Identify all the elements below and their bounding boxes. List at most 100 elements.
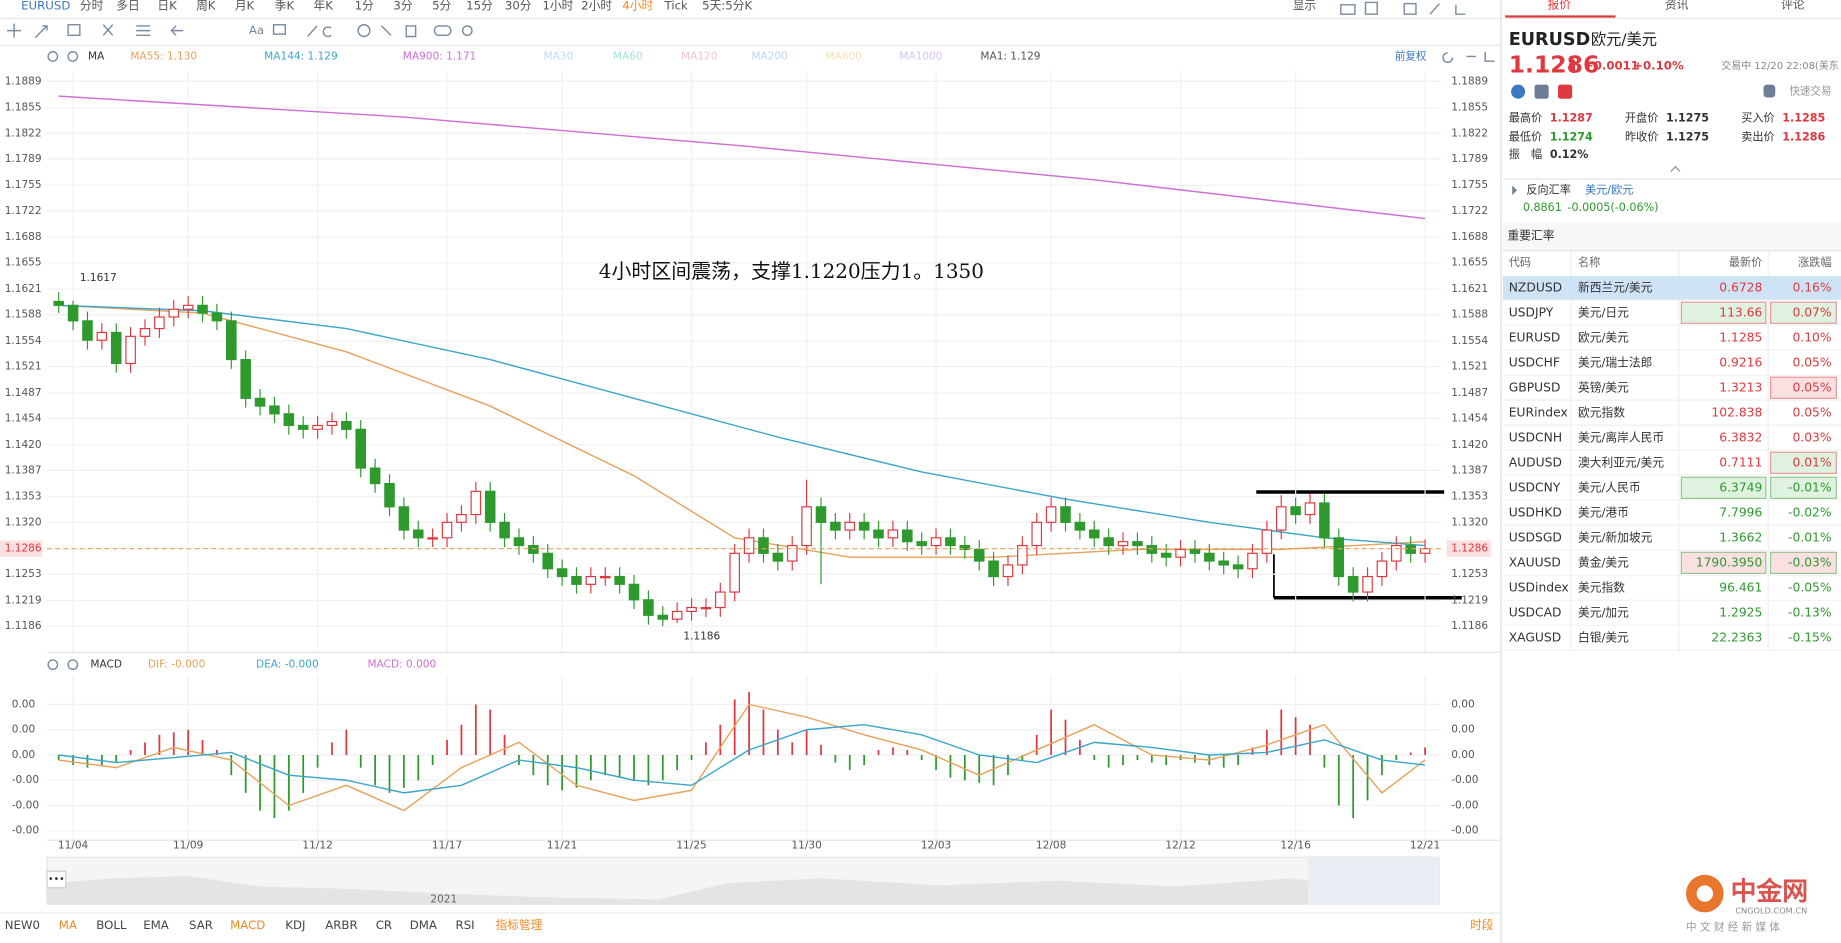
- period-tab[interactable]: 5天:5分K: [702, 0, 752, 12]
- icon-alert[interactable]: [1763, 84, 1776, 98]
- rate-code[interactable]: USDCNY: [1509, 480, 1561, 494]
- indicator-tab[interactable]: EMA: [143, 918, 169, 932]
- rate-pct: -0.13%: [1788, 605, 1832, 619]
- icon-favorite[interactable]: [1558, 84, 1573, 99]
- rate-price: 6.3832: [1719, 430, 1762, 444]
- period-tab[interactable]: 日K: [157, 0, 177, 12]
- line-tool[interactable]: [34, 25, 48, 39]
- candle-body: [1060, 506, 1071, 523]
- reverse-pair[interactable]: 美元/欧元: [1585, 183, 1633, 196]
- rate-code[interactable]: USDCNH: [1509, 430, 1562, 444]
- rate-name[interactable]: 美元/离岸人民币: [1578, 430, 1664, 444]
- rate-code[interactable]: NZDUSD: [1509, 280, 1562, 294]
- rate-name[interactable]: 新西兰元/美元: [1578, 280, 1653, 294]
- arrow-tool[interactable]: [170, 25, 184, 36]
- period-tab[interactable]: 5分: [432, 0, 451, 12]
- logo-slogan: 中 文 财 经 新 媒 体: [1686, 921, 1780, 934]
- macd-settings[interactable]: [47, 659, 59, 671]
- rate-code[interactable]: XAUUSD: [1509, 555, 1561, 569]
- period-tab[interactable]: 分时: [80, 0, 104, 12]
- quote-tab[interactable]: 报价: [1547, 0, 1571, 11]
- rate-name[interactable]: 美元指数: [1578, 580, 1625, 594]
- period-tab[interactable]: 年K: [313, 0, 333, 12]
- session[interactable]: 时段: [1470, 918, 1494, 932]
- adjust-mode[interactable]: 前复权: [1395, 49, 1427, 62]
- rate-name[interactable]: 欧元/美元: [1578, 330, 1629, 344]
- top-right-tools[interactable]: [1340, 1, 1466, 15]
- period-tab[interactable]: 4小时: [622, 0, 653, 12]
- rate-name[interactable]: 美元/港币: [1578, 505, 1629, 519]
- channel-tool[interactable]: [136, 25, 151, 37]
- icon-note[interactable]: [1534, 84, 1549, 99]
- period-tab[interactable]: 1小时: [542, 0, 573, 12]
- quote-tab[interactable]: 评论: [1781, 0, 1805, 11]
- rate-code[interactable]: EURUSD: [1509, 330, 1561, 344]
- x-tick-label: 11/04: [58, 839, 89, 851]
- indicator-tab[interactable]: ARBR: [325, 918, 357, 932]
- indicator-tab[interactable]: NEW0: [5, 918, 40, 932]
- period-tab[interactable]: 周K: [196, 0, 216, 12]
- rate-code[interactable]: USDCHF: [1509, 355, 1560, 369]
- rate-code[interactable]: USDSGD: [1509, 530, 1562, 544]
- navigator-menu[interactable]: [46, 870, 67, 889]
- period-tab[interactable]: Tick: [664, 0, 689, 12]
- period-tab[interactable]: 1分: [355, 0, 374, 12]
- period-tab[interactable]: 多日: [116, 0, 139, 12]
- candle-body: [1247, 552, 1258, 570]
- indicator-manage[interactable]: 指标管理: [495, 918, 542, 932]
- rate-code[interactable]: USDindex: [1509, 580, 1569, 594]
- rate-code[interactable]: GBPUSD: [1509, 380, 1561, 394]
- rate-code[interactable]: XAGUSD: [1509, 630, 1562, 644]
- indicator-tab[interactable]: SAR: [189, 918, 213, 932]
- macd-tick-label: 0.00: [12, 698, 36, 710]
- icon-globe[interactable]: [1511, 84, 1526, 99]
- indicator-tab[interactable]: KDJ: [285, 918, 305, 932]
- rate-name[interactable]: 白银/美元: [1578, 630, 1629, 644]
- ma-close[interactable]: [67, 51, 79, 62]
- rate-name[interactable]: 美元/新加坡元: [1578, 530, 1653, 544]
- rate-code[interactable]: USDHKD: [1509, 505, 1562, 519]
- period-tab[interactable]: 2小时: [581, 0, 612, 12]
- rate-name[interactable]: 美元/加元: [1578, 605, 1629, 619]
- period-tab[interactable]: 30分: [505, 0, 532, 12]
- indicator-tab[interactable]: MACD: [230, 918, 265, 932]
- note-tool[interactable]: [272, 24, 287, 35]
- period-tab[interactable]: 月K: [235, 0, 255, 12]
- rate-code[interactable]: USDCAD: [1509, 605, 1562, 619]
- rate-name[interactable]: 美元/日元: [1578, 305, 1629, 319]
- rate-name[interactable]: 欧元指数: [1578, 405, 1625, 419]
- indicator-tab[interactable]: RSI: [456, 918, 475, 932]
- expand-caret[interactable]: [1670, 165, 1681, 172]
- fib-tool[interactable]: [102, 24, 114, 36]
- quote-tab[interactable]: 资讯: [1665, 0, 1689, 11]
- shape-tool[interactable]: [67, 24, 81, 37]
- quick-trade[interactable]: 快速交易: [1789, 85, 1831, 98]
- rate-name[interactable]: 澳大利亚元/美元: [1578, 455, 1664, 469]
- edit-tools[interactable]: [307, 24, 417, 38]
- indicator-tab[interactable]: MA: [59, 918, 77, 932]
- indicator-tab[interactable]: DMA: [410, 918, 437, 932]
- y-tick-label-right: 1.1554: [1451, 335, 1488, 347]
- text-tool[interactable]: Aa: [249, 23, 264, 37]
- period-tab[interactable]: 3分: [393, 0, 412, 12]
- macd-close[interactable]: [67, 659, 79, 671]
- rate-code[interactable]: USDJPY: [1509, 305, 1554, 319]
- period-tab[interactable]: 15分: [466, 0, 493, 12]
- period-tab[interactable]: 季K: [275, 0, 295, 12]
- chart-controls[interactable]: [1442, 51, 1495, 63]
- display-menu[interactable]: 显示: [1293, 0, 1317, 12]
- rate-name[interactable]: 美元/人民币: [1578, 480, 1641, 494]
- rate-code[interactable]: EURindex: [1509, 405, 1568, 419]
- rate-name[interactable]: 英镑/美元: [1578, 380, 1629, 394]
- rate-code[interactable]: AUDUSD: [1509, 455, 1562, 469]
- rate-name[interactable]: 黄金/美元: [1578, 555, 1629, 569]
- settings-tool[interactable]: [461, 25, 473, 37]
- indicator-tab[interactable]: BOLL: [96, 918, 127, 932]
- indicator-tab[interactable]: CR: [376, 918, 392, 932]
- crosshair-tool[interactable]: [7, 23, 22, 38]
- rate-name[interactable]: 美元/瑞士法郎: [1578, 355, 1652, 369]
- ma-settings[interactable]: [47, 51, 59, 62]
- eye-tool[interactable]: [433, 25, 452, 37]
- candle-body: [1232, 564, 1244, 570]
- navigator-window[interactable]: [1307, 857, 1440, 905]
